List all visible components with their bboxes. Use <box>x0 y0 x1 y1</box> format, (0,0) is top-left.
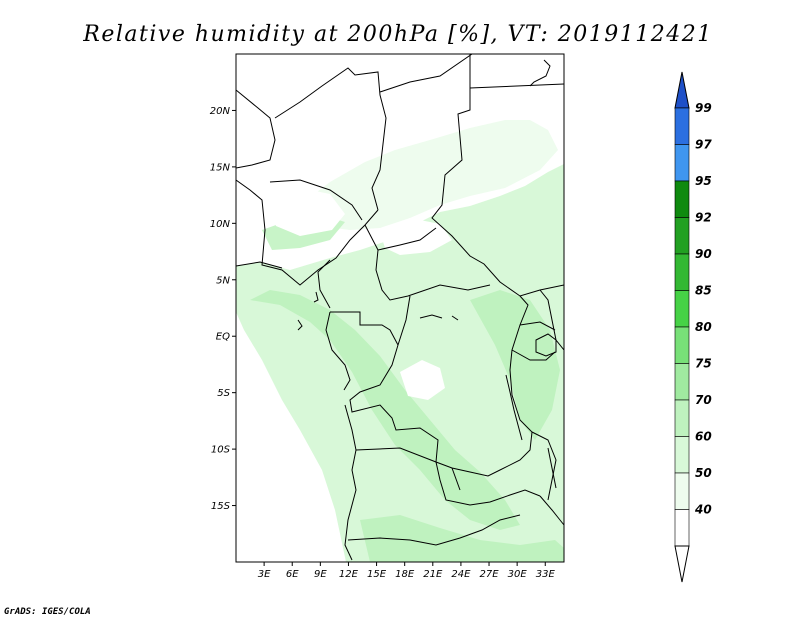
humidity-dry-pocket-center <box>400 360 445 400</box>
colorbar-label: 92 <box>695 211 712 225</box>
humidity-region-60-east <box>470 290 560 440</box>
border-line <box>274 67 387 211</box>
coastline-west <box>451 315 459 321</box>
lon-tick-label: 21E <box>423 569 443 580</box>
lon-tick-label: 3E <box>258 569 271 580</box>
coastline-lake-malawi <box>547 447 557 489</box>
border-line <box>469 83 564 89</box>
colorbar-segment <box>674 217 690 255</box>
lon-tick-label: 27E <box>480 569 500 580</box>
border-line <box>511 349 556 361</box>
lat-tick-label: 5S <box>217 388 230 399</box>
border-line <box>325 311 351 391</box>
lon-tick-label: 12E <box>339 569 359 580</box>
longitude-axis: 3E 6E 9E 12E 15E 18E 21E 24E 27E 30E 33E <box>258 562 556 580</box>
border-line <box>236 89 276 169</box>
lat-tick-label: 10N <box>210 219 231 230</box>
colorbar-label: 85 <box>695 284 712 298</box>
colorbar-segment <box>674 399 690 437</box>
colorbar-top-arrow <box>674 71 690 109</box>
coastline-west <box>419 314 443 319</box>
border-line <box>435 461 541 506</box>
colorbar-label: 70 <box>695 393 712 407</box>
border-line <box>330 311 399 346</box>
coastline-lake-victoria <box>535 333 557 357</box>
border-line <box>349 295 533 477</box>
colorbar-label: 99 <box>695 101 712 115</box>
coastline-lake-tanganyika <box>505 374 523 441</box>
colorbar-segment <box>674 144 690 182</box>
map-frame <box>235 53 565 563</box>
colorbar-segment <box>674 290 690 328</box>
border-line <box>344 404 357 561</box>
colorbar-segment <box>674 180 690 218</box>
humidity-dry-pocket-west <box>268 188 345 236</box>
colorbar-label: 75 <box>695 357 712 371</box>
humidity-region-40-north <box>300 120 558 230</box>
lon-tick-label: 9E <box>314 569 327 580</box>
lon-tick-label: 18E <box>395 569 415 580</box>
credit-text: GrADS: IGES/COLA <box>4 607 91 617</box>
border-line <box>451 467 461 491</box>
lon-tick-label: 6E <box>286 569 299 580</box>
border-line <box>519 321 556 331</box>
lat-tick-label: 15S <box>211 501 231 512</box>
lat-tick-label: EQ <box>216 332 230 343</box>
colorbar-segment <box>674 107 690 145</box>
lat-tick-label: 15N <box>210 162 231 173</box>
lon-tick-label: 30E <box>508 569 528 580</box>
lat-tick-label: 10S <box>211 445 231 456</box>
border-line <box>531 431 557 501</box>
country-borders <box>236 54 564 561</box>
colorbar-segment <box>674 472 690 510</box>
border-line <box>379 54 473 93</box>
humidity-region-60-south <box>360 515 564 562</box>
border-line <box>355 447 437 463</box>
border-line <box>317 259 331 309</box>
colorbar-label: 50 <box>695 466 712 480</box>
lat-tick-label: 5N <box>216 275 230 286</box>
border-line <box>431 54 564 297</box>
coastline-west <box>313 291 319 303</box>
border-line <box>269 179 363 221</box>
colorbar-label: 80 <box>695 320 712 334</box>
colorbar-segment <box>674 436 690 474</box>
colorbar-label: 40 <box>694 503 712 517</box>
border-line <box>377 227 437 251</box>
border-line <box>364 224 491 301</box>
border-line <box>236 179 379 286</box>
border-line <box>539 289 564 351</box>
coastline-gulf-of-guinea <box>236 261 283 269</box>
lon-tick-label: 33E <box>536 569 556 580</box>
coastline-west <box>297 319 303 331</box>
colorbar-bottom-arrow <box>674 545 690 583</box>
colorbar-label: 90 <box>695 247 712 261</box>
border-line <box>539 495 564 526</box>
border-line <box>347 514 521 546</box>
colorbar-segment <box>674 363 690 401</box>
colorbar-label: 95 <box>695 174 712 188</box>
lat-tick-label: 20N <box>210 106 231 117</box>
colorbar-segment <box>674 326 690 364</box>
colorbar: 99 97 95 92 90 85 80 75 70 60 50 40 <box>674 71 712 583</box>
colorbar-label: 60 <box>695 430 712 444</box>
figure-title: Relative humidity at 200hPa [%], VT: 201… <box>82 22 712 47</box>
colorbar-segment <box>674 509 690 547</box>
lon-tick-label: 24E <box>451 569 471 580</box>
lon-tick-label: 15E <box>367 569 387 580</box>
humidity-region-50 <box>236 164 564 562</box>
colorbar-label: 97 <box>695 138 712 152</box>
latitude-axis: 20N 15N 10N 5N EQ 5S 10S 15S <box>210 106 236 512</box>
colorbar-segment <box>674 253 690 291</box>
coastline-lake-turkana <box>529 59 551 87</box>
